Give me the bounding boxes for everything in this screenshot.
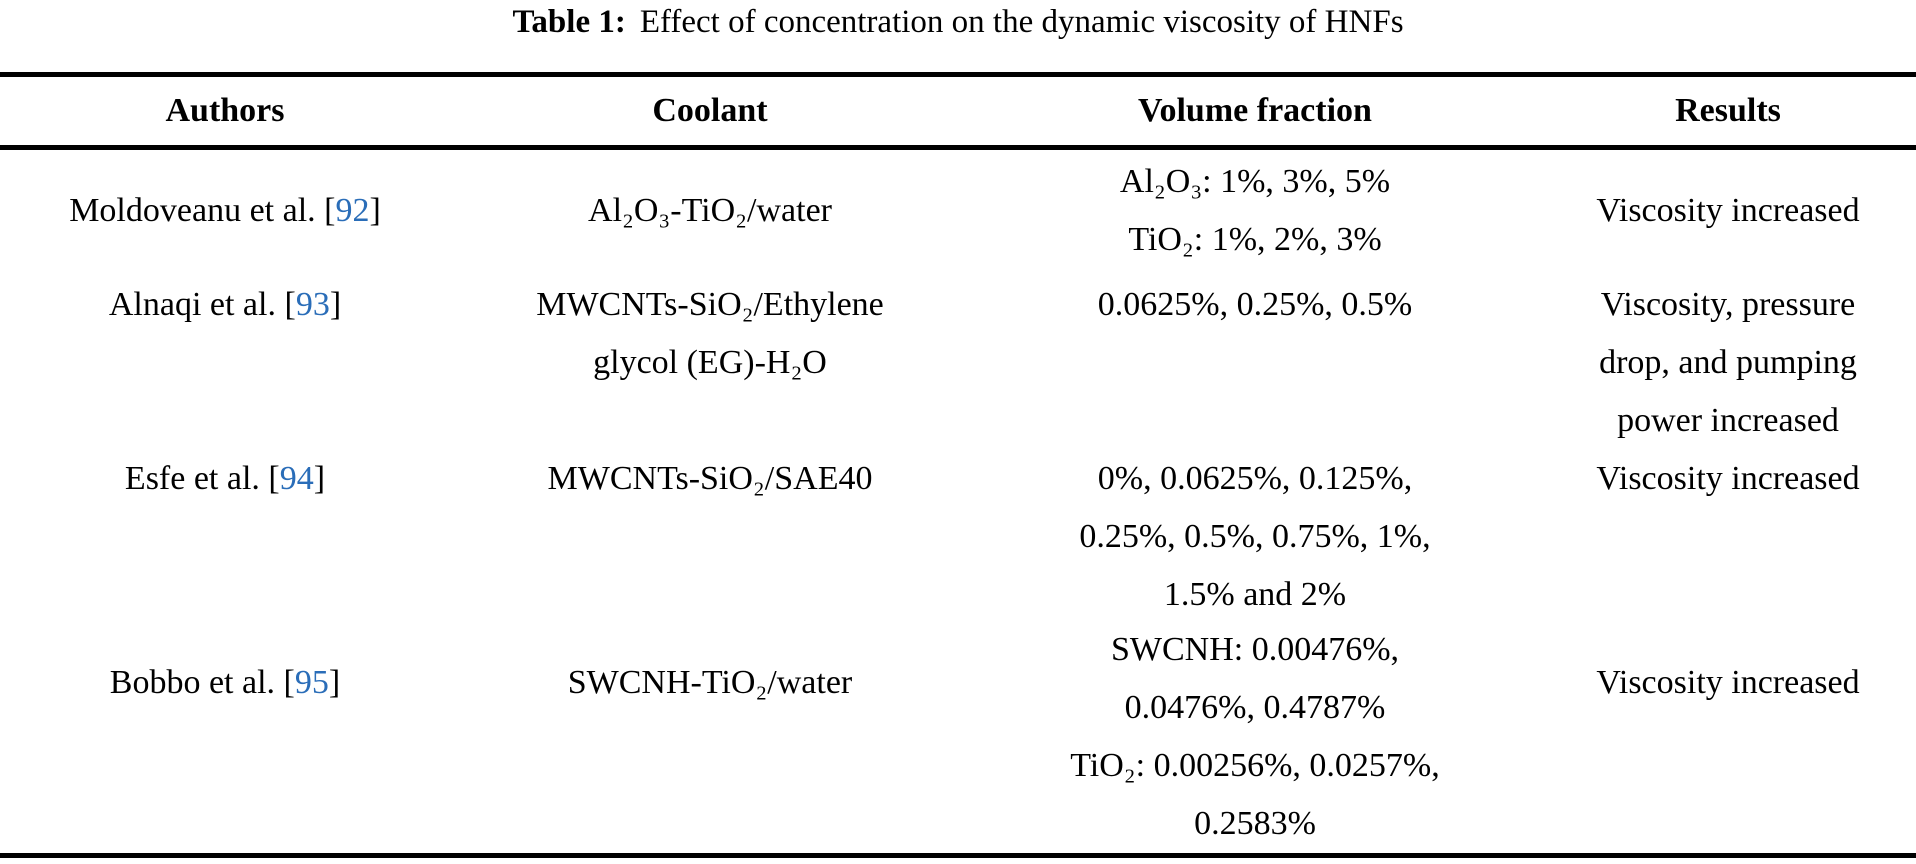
table-row: Esfe et al. [94] MWCNTs-SiO₂/SAE40 0%, 0… (0, 450, 1916, 624)
table-top-rule (0, 72, 1916, 77)
coolant-cell: MWCNTs-SiO₂/SAE40 (547, 460, 873, 497)
column-header-results: Results (1675, 92, 1781, 129)
volume-fraction-cell: 0%, 0.0625%, 0.125%, 0.25%, 0.5%, 0.75%,… (1079, 460, 1431, 613)
author-cell: Moldoveanu et al. [92] (0, 182, 450, 240)
citation-link[interactable]: 92 (335, 192, 370, 229)
citation-bracket-open: [ (324, 192, 336, 229)
author-cell: Esfe et al. [94] (0, 450, 450, 508)
author-cell: Alnaqi et al. [93] (0, 276, 450, 334)
coolant-cell: MWCNTs-SiO₂/Ethylene glycol (EG)-H₂O (536, 286, 884, 381)
coolant-cell: SWCNH-TiO₂/water (567, 664, 853, 701)
results-cell: Viscosity increased (1596, 460, 1860, 497)
table-row: Alnaqi et al. [93] MWCNTs-SiO₂/Ethylene … (0, 276, 1916, 450)
author-name: Moldoveanu et al. (69, 192, 316, 229)
citation-bracket-close: ] (329, 286, 342, 323)
table-bottom-rule (0, 853, 1916, 858)
results-cell: Viscosity increased (1596, 664, 1860, 701)
author-name: Bobbo et al. (109, 664, 276, 701)
table-header-row: Authors Coolant Volume fraction Results (0, 77, 1916, 145)
citation-link[interactable]: 93 (295, 286, 330, 323)
table-row: Bobbo et al. [95] SWCNH-TiO₂/water SWCNH… (0, 621, 1916, 853)
results-cell: Viscosity increased (1596, 192, 1860, 229)
citation-bracket-close: ] (369, 192, 381, 229)
citation-bracket-open: [ (283, 664, 295, 701)
coolant-cell: Al₂O₃-TiO₂/water (588, 192, 832, 229)
table-caption-label: Table 1: (512, 4, 626, 40)
citation-link[interactable]: 95 (294, 664, 329, 701)
citation-link[interactable]: 94 (279, 460, 314, 497)
table-header-rule (0, 145, 1916, 150)
citation-bracket-close: ] (313, 460, 326, 497)
citation-bracket-open: [ (268, 460, 280, 497)
column-header-volume-fraction: Volume fraction (1138, 92, 1372, 129)
volume-fraction-cell: Al₂O₃: 1%, 3%, 5% TiO₂: 1%, 2%, 3% (1119, 163, 1391, 258)
author-name: Esfe et al. (124, 460, 260, 497)
volume-fraction-cell: SWCNH: 0.00476%, 0.0476%, 0.4787% TiO₂: … (1070, 631, 1440, 842)
volume-fraction-cell: 0.0625%, 0.25%, 0.5% (1097, 286, 1413, 323)
author-name: Alnaqi et al. (108, 286, 276, 323)
author-cell: Bobbo et al. [95] (0, 621, 450, 712)
results-cell: Viscosity, pressure drop, and pumping po… (1599, 286, 1857, 439)
table-caption: Table 1: Effect of concentration on the d… (0, 0, 1916, 45)
citation-bracket-close: ] (328, 664, 341, 701)
column-header-authors: Authors (165, 92, 285, 129)
table-row: Moldoveanu et al. [92] Al₂O₃-TiO₂/water … (0, 153, 1916, 269)
citation-bracket-open: [ (284, 286, 296, 323)
table-caption-text: Effect of concentration on the dynamic v… (639, 4, 1404, 40)
column-header-coolant: Coolant (652, 92, 768, 129)
